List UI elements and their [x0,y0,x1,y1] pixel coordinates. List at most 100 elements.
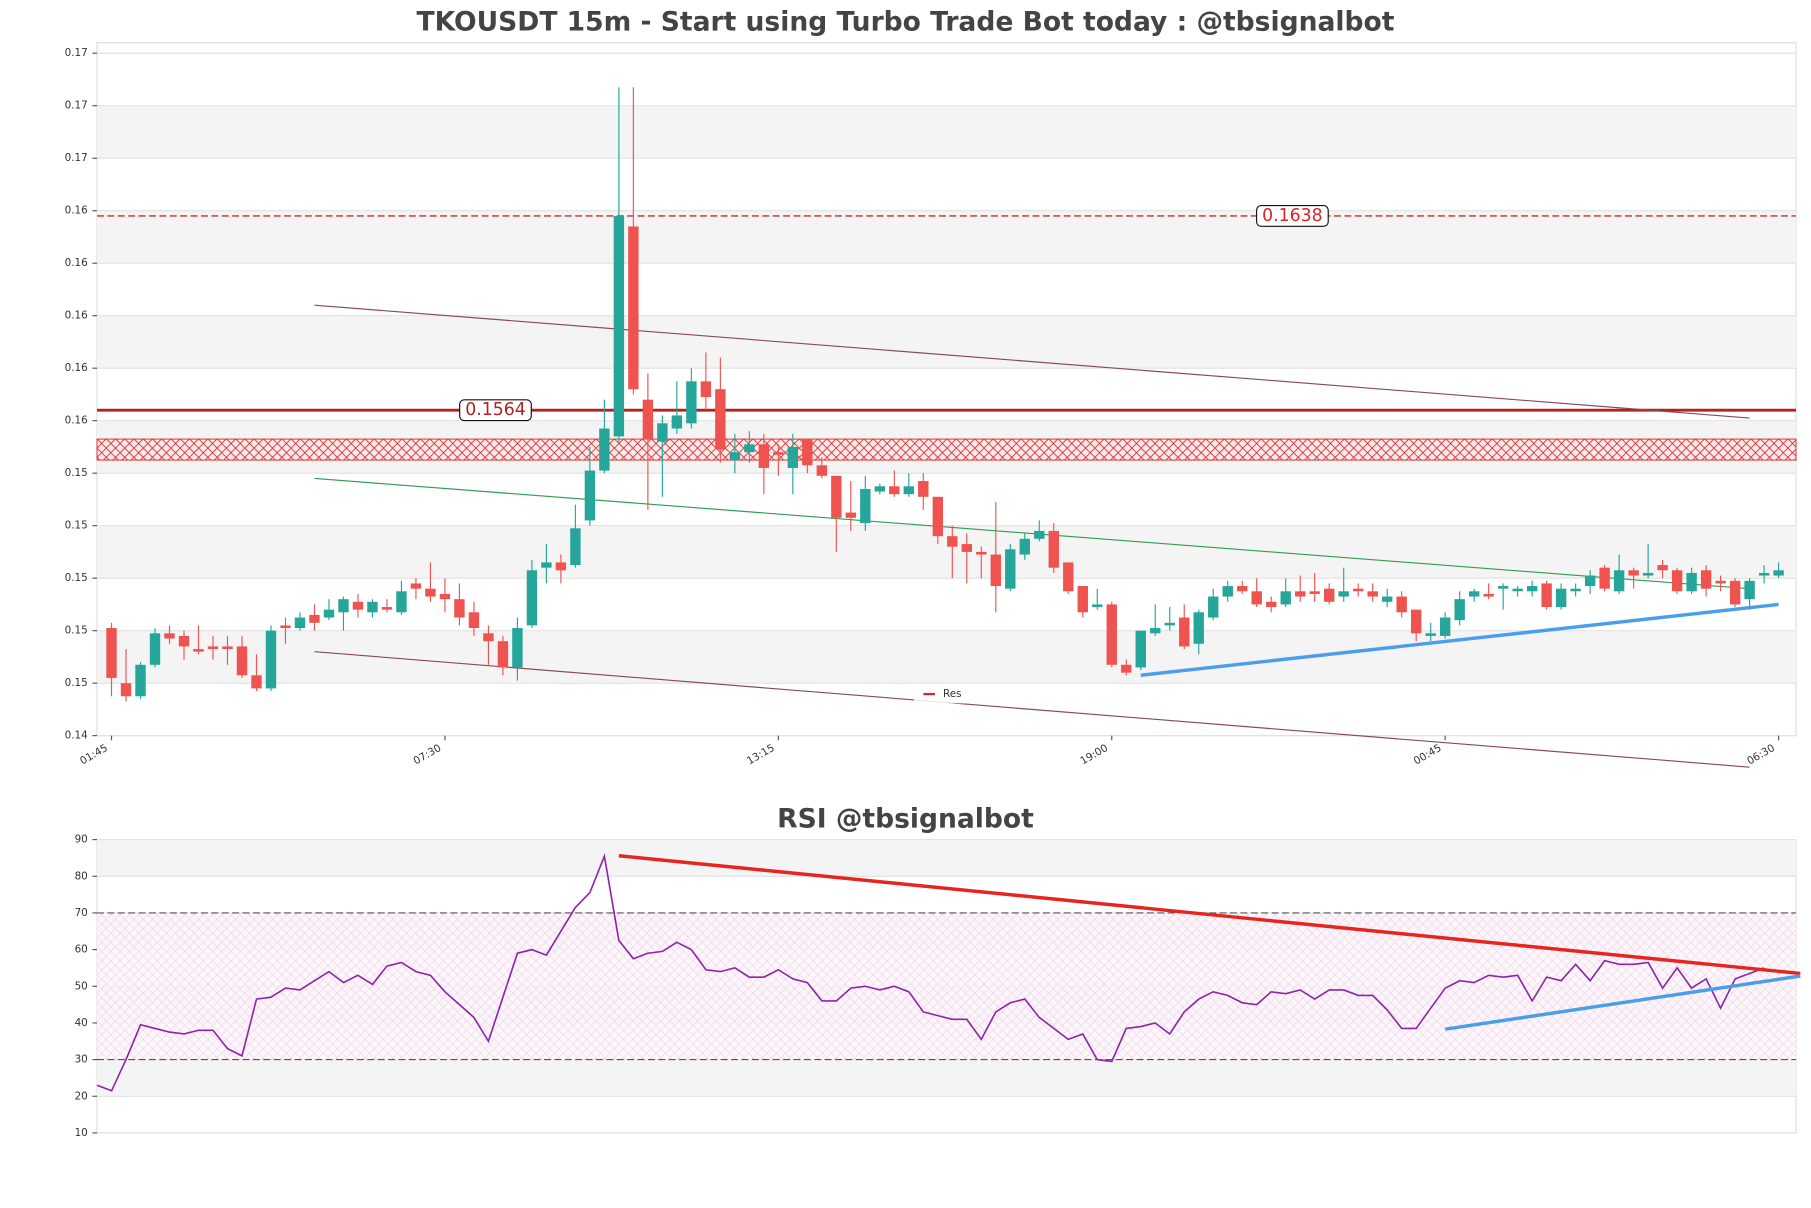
y-tick-label: 0.16 [65,257,88,269]
candle-body [1222,586,1233,597]
band [97,1059,1796,1097]
candle-body [1570,588,1581,592]
y-tick-label: 20 [75,1090,88,1102]
x-tick-label: 19:00 [1078,742,1110,767]
candle-body [1266,601,1277,608]
trend-line [314,477,1750,590]
x-tick-label: 06:30 [1745,742,1777,767]
candle-body [613,215,625,437]
candle-body [1034,530,1045,539]
x-tick-label: 07:30 [411,742,443,767]
y-tick-label: 0.15 [65,677,88,689]
candle-body [889,486,900,495]
candle-body [280,625,291,629]
band [97,105,1796,159]
level-label: 0.1564 [465,400,526,420]
candle-body [323,609,335,618]
y-tick-label: 50 [75,980,88,992]
candle-body [1439,617,1451,636]
candle-body [1468,591,1480,597]
y-tick-label: 70 [75,907,88,919]
band [97,525,1796,579]
candle-body [367,601,378,613]
candle-body [1613,570,1625,592]
trend-line [1140,602,1779,678]
candle-body [628,226,639,390]
candle-body [1352,588,1364,592]
candle-body [483,633,494,642]
candle-body [584,470,596,521]
band [97,315,1796,369]
candle-body [802,439,813,466]
candle-body [207,646,219,650]
candle-body [1280,591,1291,605]
rsi-line [96,853,1765,1092]
candle-body [338,599,349,613]
candle-body [874,486,886,492]
candle-body [1410,609,1422,634]
candle-body [1237,586,1248,592]
candle-body [1324,588,1335,602]
candle-body [671,415,683,429]
candle-body [1483,593,1494,597]
candle-body [526,570,538,626]
level-label-box [459,399,532,422]
candle-body [845,512,857,518]
y-tick-label: 0.17 [65,152,88,164]
candle-body [816,465,828,476]
candle-body [381,607,393,610]
candle-body [1381,596,1393,602]
candle-body [1497,586,1509,589]
y-tick-label: 80 [75,870,88,882]
candle-body [1744,580,1755,600]
candle-body [1715,580,1726,584]
candle-body [1179,617,1190,647]
candle-body [715,389,726,450]
y-tick-label: 0.17 [65,47,88,59]
y-tick-label: 40 [75,1017,88,1029]
candle-body [468,612,480,629]
candle-body [990,554,1001,587]
candle-body [120,683,132,697]
candle-body [164,633,175,639]
y-tick-label: 90 [75,834,88,846]
candle-body [410,583,422,589]
chart-title: TKOUSDT 15m - Start using Turbo Trade Bo… [417,7,1395,38]
candle-body [976,551,987,555]
candle-body [1541,583,1552,608]
y-tick-label: 0.16 [65,362,88,374]
candle-body [265,630,277,689]
candle-body [135,664,146,697]
candle-body [1121,664,1132,673]
candle-body [512,628,523,668]
trend-line [314,651,1750,768]
candle-body [1657,565,1668,571]
y-tick-label: 0.16 [65,205,88,217]
trend-line [1444,974,1801,1031]
y-tick-label: 0.14 [65,730,89,742]
candle-body [1092,604,1103,608]
candle-body [1077,586,1088,613]
candle-body [1454,599,1465,621]
candle-body [1338,591,1349,597]
candle-body [744,444,755,453]
candle-body [396,591,407,613]
level-label: 0.1638 [1262,206,1323,226]
candle-body [1425,633,1436,636]
y-tick-label: 30 [75,1054,88,1066]
candle-body [599,428,610,471]
candle-body [149,633,161,665]
candle-body [193,649,204,652]
candle-body [1628,570,1639,576]
candle-body [1686,572,1697,592]
candle-body [961,544,972,552]
candle-body [439,593,451,600]
candle-body [1555,588,1567,608]
candle-body [1135,630,1146,668]
candle-body [1150,628,1161,634]
band [97,839,1796,877]
candle-body [642,399,654,440]
band [97,630,1796,684]
